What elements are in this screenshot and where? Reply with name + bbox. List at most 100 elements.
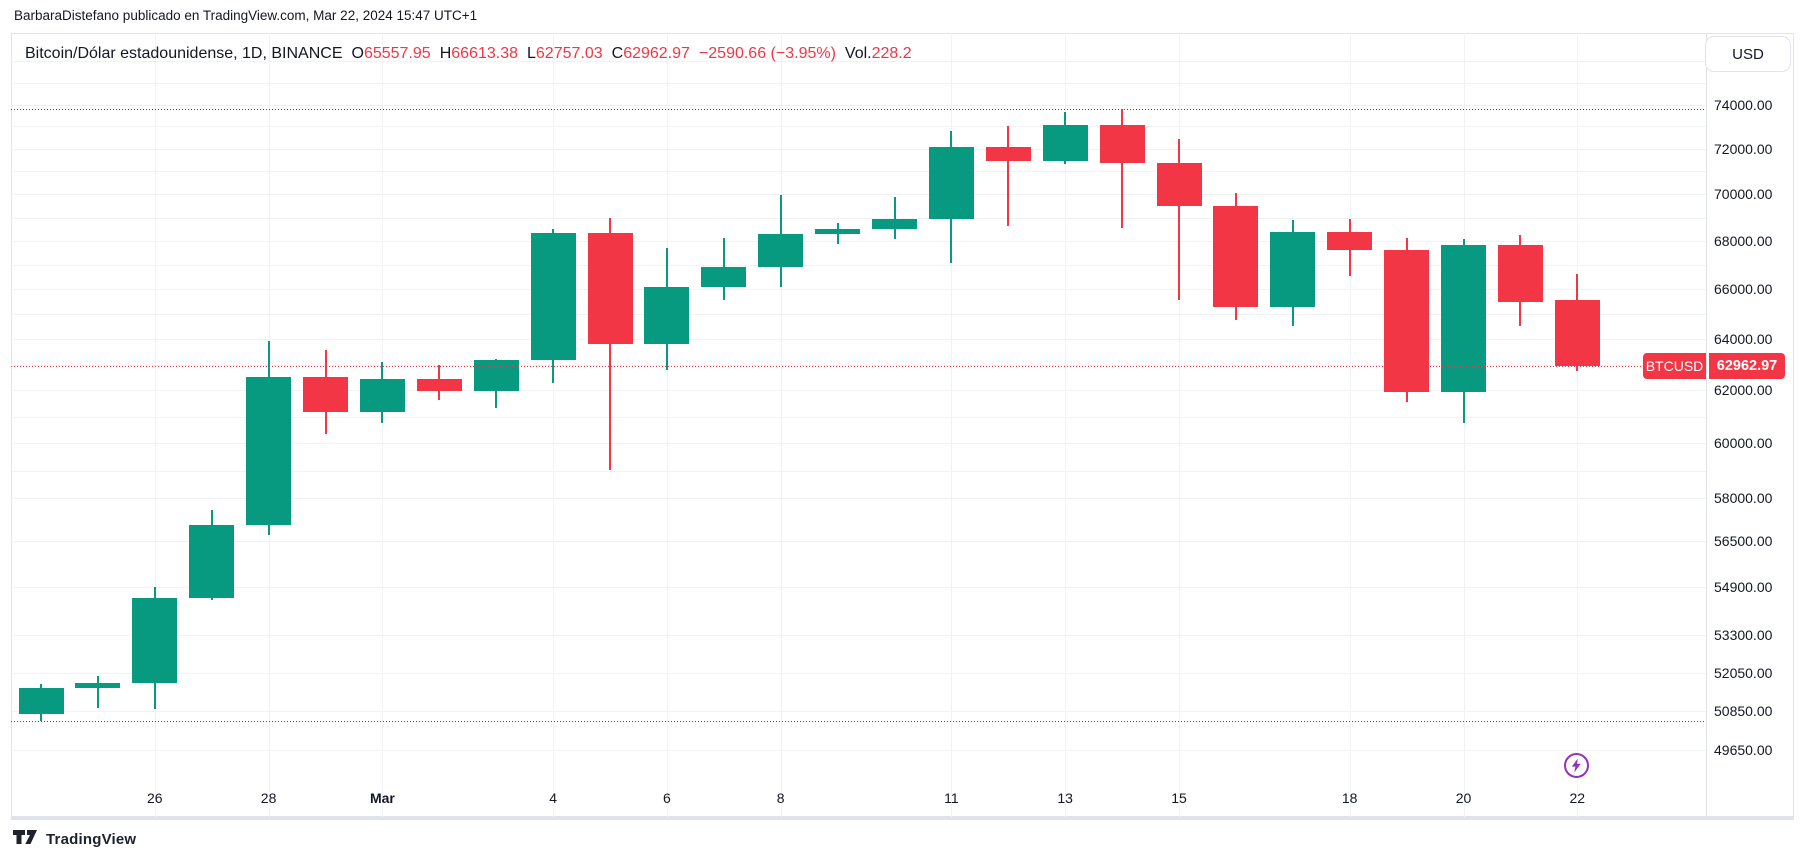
h-gridline xyxy=(11,587,1706,589)
time-axis-label: 6 xyxy=(662,790,671,806)
candle-body xyxy=(815,229,861,235)
h-gridline xyxy=(11,710,1706,712)
legend-value: 62757.03 xyxy=(535,45,603,62)
price-axis-label: 56500.00 xyxy=(1714,532,1773,549)
price-axis-label: 60000.00 xyxy=(1714,435,1773,452)
price-axis-label: 58000.00 xyxy=(1714,490,1773,507)
ohlc-values: O65557.95 H66613.38 L62757.03 C62962.97 −259… xyxy=(343,45,912,62)
price-axis-label: 50850.00 xyxy=(1714,702,1773,719)
tradingview-logo[interactable]: TradingView xyxy=(13,830,136,849)
candle-body xyxy=(359,379,405,413)
high-marker-line xyxy=(11,109,1706,111)
candle-body xyxy=(985,147,1031,162)
h-gridline xyxy=(11,148,1706,150)
h-gridline xyxy=(11,171,1706,173)
candle-body xyxy=(1327,231,1373,251)
low-marker-line xyxy=(11,721,1706,723)
candle-body xyxy=(587,233,633,345)
v-gridline xyxy=(780,33,782,817)
price-badge-symbol-label: BTCUSD xyxy=(1645,358,1704,374)
time-axis-label: 18 xyxy=(1341,790,1358,806)
candle-body xyxy=(758,234,804,267)
candle-body xyxy=(1213,205,1259,307)
v-gridline xyxy=(1179,33,1180,817)
h-gridline xyxy=(11,289,1706,291)
price-axis-label: 49650.00 xyxy=(1714,741,1773,758)
time-axis-label: 28 xyxy=(260,790,277,806)
time-axis-label: 4 xyxy=(549,790,557,806)
time-axis-label: 22 xyxy=(1569,790,1586,806)
candle-wick xyxy=(893,196,896,239)
v-gridline xyxy=(553,33,555,817)
candle-body xyxy=(530,233,576,361)
time-axis-label: Mar xyxy=(369,790,395,806)
time-axis-border xyxy=(11,817,1794,820)
candle-body xyxy=(644,286,690,345)
price-axis-label: 54900.00 xyxy=(1714,579,1773,596)
candle-wick xyxy=(96,676,99,709)
legend-vol-key: Vol. xyxy=(844,45,872,62)
candle-body xyxy=(303,377,348,413)
chart-frame xyxy=(11,33,1794,817)
h-gridline xyxy=(11,673,1706,675)
legend-value: 65557.95 xyxy=(363,45,431,62)
lightning-event-icon[interactable] xyxy=(1563,752,1590,779)
candle-body xyxy=(1441,244,1486,393)
h-gridline xyxy=(11,749,1706,751)
price-axis-label: 74000.00 xyxy=(1714,96,1773,113)
candle-body xyxy=(1554,300,1600,366)
h-gridline xyxy=(11,540,1706,542)
time-axis-label: 11 xyxy=(944,790,959,806)
price-axis-label: 68000.00 xyxy=(1714,233,1773,250)
h-gridline xyxy=(11,634,1706,636)
candle-body xyxy=(189,525,235,599)
candle-wick xyxy=(1178,139,1180,301)
legend-key: O xyxy=(351,45,364,62)
v-gridline xyxy=(1065,33,1067,817)
h-gridline xyxy=(11,470,1706,472)
symbol-title: Bitcoin/Dólar estadounidense, 1D, BINANC… xyxy=(25,45,343,62)
price-badge-value: 62962.97 xyxy=(1709,353,1785,379)
symbol-legend: Bitcoin/Dólar estadounidense, 1D, BINANC… xyxy=(25,45,912,63)
last-price-line xyxy=(11,365,1643,367)
v-gridline xyxy=(1349,33,1351,817)
price-axis-label: 52050.00 xyxy=(1714,665,1773,682)
legend-key: L xyxy=(526,45,536,62)
h-gridline xyxy=(11,364,1706,366)
h-gridline xyxy=(11,126,1706,128)
time-axis-label: 13 xyxy=(1057,790,1073,806)
legend-key: C xyxy=(611,45,624,62)
h-gridline xyxy=(11,265,1706,267)
tradingview-logo-text: TradingView xyxy=(46,831,137,848)
candle-wick xyxy=(1007,126,1010,227)
time-axis-label: 15 xyxy=(1171,790,1187,806)
price-axis-label: 64000.00 xyxy=(1714,331,1773,348)
h-gridline xyxy=(11,194,1706,196)
h-gridline xyxy=(11,390,1706,392)
price-axis-label: 62000.00 xyxy=(1714,382,1773,399)
time-axis-label: 20 xyxy=(1455,790,1472,806)
currency-toggle-button[interactable]: USD xyxy=(1705,36,1791,72)
price-badge-value-label: 62962.97 xyxy=(1716,358,1778,374)
h-gridline xyxy=(11,241,1706,243)
v-gridline xyxy=(951,33,953,817)
candle-wick xyxy=(1121,109,1124,229)
candle-body xyxy=(701,266,747,287)
v-gridline xyxy=(382,33,384,817)
tradingview-logo-icon xyxy=(13,830,37,844)
candle-body xyxy=(132,598,178,684)
price-badge-symbol: BTCUSD xyxy=(1643,353,1706,379)
time-axis-label: 8 xyxy=(776,790,785,806)
currency-toggle-label: USD xyxy=(1732,45,1764,63)
h-gridline xyxy=(11,82,1706,84)
v-gridline xyxy=(1577,33,1579,817)
v-gridline xyxy=(1463,33,1465,817)
h-gridline xyxy=(11,443,1706,445)
legend-vol-value: 228.2 xyxy=(871,45,912,62)
price-axis-label: 66000.00 xyxy=(1714,281,1773,298)
candle-body xyxy=(416,379,462,391)
legend-value: 62962.97 xyxy=(623,45,690,62)
chart-plot-area[interactable] xyxy=(11,33,1706,817)
candle-body xyxy=(246,377,292,526)
